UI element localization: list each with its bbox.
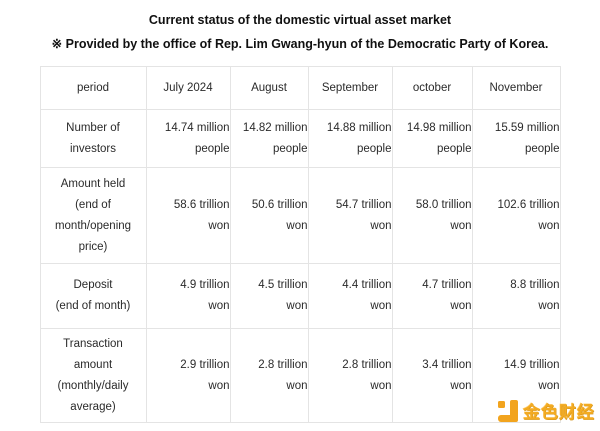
cell-line: people <box>436 142 472 155</box>
header-row: period July 2024 August September october Nov… <box>39 66 561 110</box>
cell-line: 8.8 trillion <box>510 279 560 291</box>
value-cell: 4.4 trillion won <box>307 263 393 329</box>
cell-line: 2.8 trillion <box>258 358 308 371</box>
cell-line: won <box>450 219 472 232</box>
cell-line: won <box>370 300 392 312</box>
cell-line: 50.6 trillion <box>251 198 308 211</box>
table-row: Number of investors 14.74 million people 14.… <box>39 109 561 168</box>
cell-line: won <box>208 300 230 312</box>
cell-line: 4.5 trillion <box>258 279 308 291</box>
cell-line: won <box>208 379 230 392</box>
cell-line: investors <box>69 142 117 155</box>
cell-line: people <box>194 142 230 155</box>
cell-line: 14.98 million <box>406 121 472 134</box>
cell-line: amount <box>73 358 113 371</box>
cell-line: won <box>538 219 560 232</box>
source-note: ※ Provided by the office of Rep. Lim Gwa… <box>51 37 549 51</box>
cell-line: price) <box>78 240 108 253</box>
cell-line: month/opening <box>54 219 132 232</box>
cell-line: 4.9 trillion <box>180 279 230 291</box>
cell-line: average) <box>70 400 116 413</box>
value-cell: 58.0 trillion won <box>391 167 473 264</box>
value-cell: 54.7 trillion won <box>307 167 393 264</box>
cell-line: won <box>286 379 308 392</box>
value-cell: 2.8 trillion won <box>307 328 393 423</box>
jinse-finance-watermark: 金色财经 <box>498 398 595 423</box>
row-label-cell: Deposit (end of month) <box>39 263 147 329</box>
data-table: period July 2024 August September october Nov… <box>39 66 561 423</box>
value-cell: 50.6 trillion won <box>229 167 309 264</box>
cell-line: 15.59 million <box>494 121 560 134</box>
cell-line: 102.6 trillion <box>497 198 560 211</box>
table-row: Amount held (end of month/opening price) 58.… <box>39 167 561 264</box>
cell-line: won <box>370 219 392 232</box>
cell-line: 14.74 million <box>164 121 230 134</box>
cell-line: people <box>272 142 308 155</box>
cell-line: 2.9 trillion <box>180 358 230 371</box>
value-cell: 14.74 million people <box>145 109 231 168</box>
cell-line: 14.9 trillion <box>503 358 560 371</box>
cell-line: Amount held <box>60 177 126 190</box>
col-header-period: period <box>39 66 147 110</box>
jinse-finance-logo-icon <box>498 399 518 422</box>
cell-line: won <box>370 379 392 392</box>
page-title: Current status of the domestic virtual a… <box>148 13 452 27</box>
cell-line: won <box>286 219 308 232</box>
value-cell: 4.5 trillion won <box>229 263 309 329</box>
cell-line: won <box>450 300 472 312</box>
table-header: period July 2024 August September october Nov… <box>39 66 561 110</box>
row-label-cell: Transaction amount (monthly/daily average) <box>39 328 147 423</box>
value-cell: 15.59 million people <box>471 109 561 168</box>
cell-line: people <box>524 142 560 155</box>
cell-line: 58.6 trillion <box>173 198 230 211</box>
col-header-month: July 2024 <box>145 66 231 110</box>
cell-line: Deposit <box>73 279 113 291</box>
row-label-cell: Amount held (end of month/opening price) <box>39 167 147 264</box>
cell-line: Transaction <box>63 337 123 350</box>
col-header-month: September <box>307 66 393 110</box>
value-cell: 2.8 trillion won <box>229 328 309 423</box>
cell-line: won <box>286 300 308 312</box>
value-cell: 58.6 trillion won <box>145 167 231 264</box>
col-header-month: october <box>391 66 473 110</box>
cell-line: won <box>538 379 560 392</box>
col-header-month: November <box>471 66 561 110</box>
cell-line: 54.7 trillion <box>335 198 392 211</box>
table-row: Transaction amount (monthly/daily average) 2… <box>39 328 561 423</box>
value-cell: 2.9 trillion won <box>145 328 231 423</box>
cell-line: (monthly/daily <box>57 379 129 392</box>
cell-line: 4.7 trillion <box>422 279 472 291</box>
col-header-month: August <box>229 66 309 110</box>
cell-line: 4.4 trillion <box>342 279 392 291</box>
cell-line: won <box>538 300 560 312</box>
value-cell: 14.88 million people <box>307 109 393 168</box>
value-cell: 102.6 trillion won <box>471 167 561 264</box>
cell-line: (end of <box>75 198 111 211</box>
value-cell: 14.98 million people <box>391 109 473 168</box>
cell-line: 14.88 million <box>326 121 392 134</box>
row-label-cell: Number of investors <box>39 109 147 168</box>
value-cell: 4.7 trillion won <box>391 263 473 329</box>
value-cell: 14.82 million people <box>229 109 309 168</box>
cell-line: 2.8 trillion <box>342 358 392 371</box>
cell-line: Number of <box>66 121 120 134</box>
table-row: Deposit (end of month) 4.9 trillion won 4.5 … <box>39 263 561 329</box>
jinse-finance-logo-text: 金色财经 <box>523 403 595 422</box>
cell-line: won <box>208 219 230 232</box>
cell-line: 58.0 trillion <box>415 198 472 211</box>
cell-line: won <box>450 379 472 392</box>
cell-line: 3.4 trillion <box>422 358 472 371</box>
value-cell: 8.8 trillion won <box>471 263 561 329</box>
header: Current status of the domestic virtual a… <box>0 0 600 51</box>
table-body: Number of investors 14.74 million people 14.… <box>39 109 561 423</box>
value-cell: 4.9 trillion won <box>145 263 231 329</box>
value-cell: 3.4 trillion won <box>391 328 473 423</box>
cell-line: people <box>356 142 392 155</box>
cell-line: 14.82 million <box>242 121 308 134</box>
cell-line: (end of month) <box>55 300 131 312</box>
